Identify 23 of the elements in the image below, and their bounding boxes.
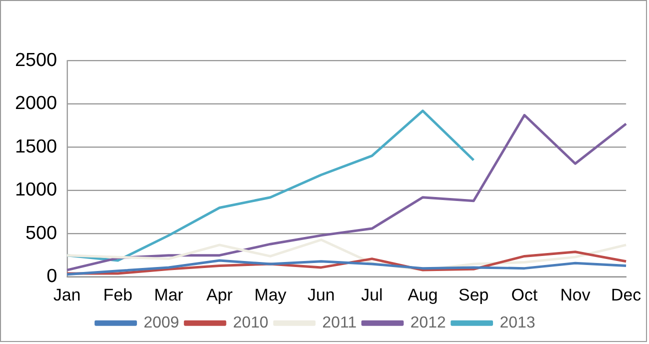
x-tick-label: Sep [458,286,489,305]
x-tick-label: Feb [103,286,132,305]
legend-label: 2009 [144,314,180,332]
y-tick-label: 1500 [14,136,58,158]
x-tick-label: May [254,286,287,305]
x-tick-label: Oct [511,286,538,305]
x-tick-label: Jan [53,286,81,305]
legend-label: 2010 [232,314,269,332]
x-tick-label: Jun [308,286,335,305]
legend-label: 2011 [322,314,357,332]
x-tick-label: Nov [560,286,591,305]
y-tick-label: 500 [26,222,58,244]
x-tick-label: Mar [154,286,184,305]
x-tick-label: Aug [408,286,438,305]
y-tick-label: 2000 [14,93,58,114]
legend-label: 2013 [500,314,536,332]
y-tick-label: 1000 [14,180,58,201]
y-tick-label: 0 [46,266,58,288]
legend-label: 2012 [410,314,446,332]
x-tick-label: Dec [611,286,642,305]
x-tick-label: Apr [206,286,234,305]
x-tick-label: Jul [361,286,383,305]
y-tick-label: 2500 [14,50,58,71]
